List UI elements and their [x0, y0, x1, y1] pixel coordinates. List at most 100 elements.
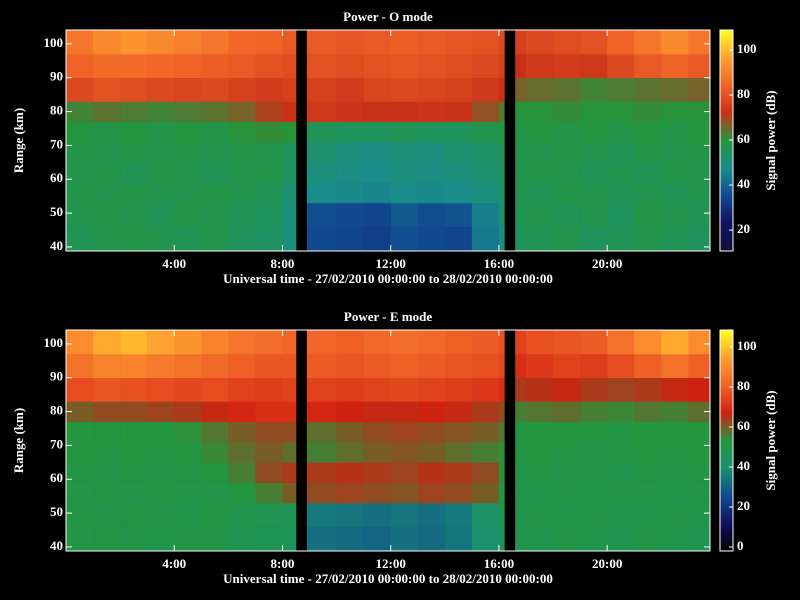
- heat-cell: [174, 226, 202, 252]
- heat-cell: [444, 101, 473, 123]
- heat-cell: [306, 202, 337, 227]
- x-tick-label: 4:00: [162, 256, 186, 271]
- heat-cell: [688, 354, 711, 379]
- heat-cell: [471, 30, 500, 55]
- heat-cell: [607, 442, 635, 463]
- heat-cell: [634, 202, 662, 227]
- heat-cell: [93, 101, 121, 123]
- heat-cell: [417, 442, 446, 463]
- heat-cell: [515, 354, 527, 379]
- heat-cell: [336, 482, 364, 504]
- heat-cell: [120, 142, 148, 163]
- heat-cell: [390, 502, 419, 527]
- heat-cell: [498, 162, 505, 183]
- heat-cell: [498, 401, 505, 423]
- x-axis-label: Universal time - 27/02/2010 00:00:00 to …: [223, 571, 553, 586]
- heat-cell: [688, 142, 711, 163]
- heat-cell: [282, 354, 297, 379]
- heat-cell: [661, 354, 689, 379]
- heat-cell: [336, 502, 364, 527]
- heat-cell: [580, 162, 608, 183]
- heat-cell: [688, 30, 711, 55]
- heat-cell: [66, 482, 94, 504]
- heat-cell: [306, 101, 337, 123]
- heat-cell: [471, 482, 500, 504]
- x-tick-label: 16:00: [484, 556, 514, 571]
- heat-cell: [607, 526, 635, 552]
- heat-cell: [66, 30, 94, 55]
- heat-cell: [471, 77, 500, 102]
- heat-cell: [66, 377, 94, 402]
- heat-cell: [526, 162, 554, 183]
- heat-cell: [526, 226, 554, 252]
- heat-cell: [661, 202, 689, 227]
- heat-cell: [417, 121, 446, 143]
- heat-cell: [471, 54, 500, 79]
- colorbar-label: Signal power (dB): [763, 90, 778, 190]
- heat-cell: [444, 30, 473, 55]
- heat-cell: [255, 77, 283, 102]
- heat-cell: [66, 142, 94, 163]
- heat-cell: [515, 101, 527, 123]
- heat-cell: [444, 54, 473, 79]
- x-tick-label: 20:00: [592, 556, 622, 571]
- heat-cell: [526, 142, 554, 163]
- heat-cell: [336, 526, 364, 552]
- heat-cell: [634, 421, 662, 443]
- heat-cell: [336, 401, 364, 423]
- heat-cell: [607, 421, 635, 443]
- heat-cell: [282, 442, 297, 463]
- heat-cell: [607, 377, 635, 402]
- heat-cell: [688, 162, 711, 183]
- colorbar-tick-label: 20: [737, 498, 750, 513]
- heat-cell: [444, 202, 473, 227]
- heat-cell: [174, 101, 202, 123]
- chart-title: Power - O mode: [343, 9, 433, 24]
- y-axis-label: Range (km): [11, 108, 26, 173]
- heat-cell: [526, 482, 554, 504]
- heat-cell: [306, 401, 337, 423]
- heat-cell: [515, 77, 527, 102]
- heat-cell: [147, 330, 175, 355]
- heat-cell: [661, 121, 689, 143]
- heat-cell: [363, 502, 392, 527]
- heat-cell: [498, 462, 505, 483]
- heat-cell: [120, 482, 148, 504]
- x-tick-label: 12:00: [376, 256, 406, 271]
- heat-cell: [515, 121, 527, 143]
- heat-cell: [120, 77, 148, 102]
- heat-cell: [120, 377, 148, 402]
- heat-cell: [417, 502, 446, 527]
- heat-cell: [471, 226, 500, 252]
- heat-cell: [228, 162, 256, 183]
- heat-cell: [306, 502, 337, 527]
- heat-cell: [553, 30, 581, 55]
- heat-cell: [498, 182, 505, 204]
- heat-cell: [282, 202, 297, 227]
- heat-cell: [390, 162, 419, 183]
- heat-cell: [471, 377, 500, 402]
- heat-cell: [526, 401, 554, 423]
- heat-cell: [174, 202, 202, 227]
- heat-cell: [228, 182, 256, 204]
- heat-cell: [147, 442, 175, 463]
- heat-cell: [282, 421, 297, 443]
- heat-cell: [147, 401, 175, 423]
- heat-cell: [66, 77, 94, 102]
- heat-cell: [688, 526, 711, 552]
- heat-cell: [580, 30, 608, 55]
- heat-cell: [120, 121, 148, 143]
- heat-cell: [526, 121, 554, 143]
- heat-cell: [174, 182, 202, 204]
- heat-cell: [255, 462, 283, 483]
- heat-cell: [390, 30, 419, 55]
- heat-cell: [66, 54, 94, 79]
- heat-cell: [174, 77, 202, 102]
- heat-cell: [444, 442, 473, 463]
- y-tick-label: 70: [50, 436, 63, 451]
- heat-cell: [498, 526, 505, 552]
- heat-cell: [66, 526, 94, 552]
- heat-cell: [336, 162, 364, 183]
- heat-cell: [306, 142, 337, 163]
- heat-cell: [515, 526, 527, 552]
